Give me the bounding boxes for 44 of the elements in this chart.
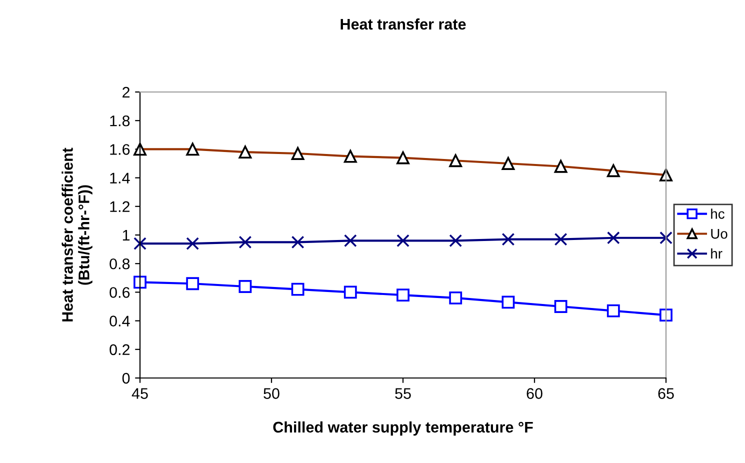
y-tick-label: 0.4 bbox=[110, 316, 130, 326]
point bbox=[606, 304, 620, 318]
point bbox=[238, 236, 252, 249]
point bbox=[134, 276, 146, 289]
x-axis-title: Chilled water supply temperature °F bbox=[273, 421, 533, 436]
point bbox=[186, 237, 200, 250]
point bbox=[502, 232, 515, 246]
point bbox=[660, 231, 672, 244]
point bbox=[238, 280, 252, 293]
point bbox=[291, 236, 304, 249]
y-tick-label: 1.8 bbox=[110, 115, 130, 126]
point bbox=[606, 231, 620, 244]
y-tick-label: 0.8 bbox=[110, 258, 130, 270]
y-tick-label: 1.6 bbox=[110, 144, 130, 155]
point bbox=[554, 232, 568, 246]
legend-label: Uo bbox=[711, 229, 728, 239]
point bbox=[396, 234, 410, 248]
y-tick-label: 0.6 bbox=[110, 287, 130, 298]
y-tick-label: 1.2 bbox=[110, 201, 130, 212]
point bbox=[396, 288, 410, 302]
legend-label: hc bbox=[711, 208, 724, 219]
y-tick-label: 1 bbox=[122, 230, 130, 241]
point bbox=[449, 234, 462, 248]
legend-label: hr bbox=[711, 248, 722, 258]
point bbox=[344, 286, 357, 299]
point bbox=[554, 300, 568, 313]
x-tick-label: 50 bbox=[264, 388, 280, 399]
point bbox=[449, 291, 462, 304]
point bbox=[660, 308, 672, 322]
y-axis-title: Heat transfer coefficient (Btu/(ft-hr-°F)) bbox=[62, 148, 92, 322]
y-tick-label: 0 bbox=[122, 372, 130, 384]
point bbox=[134, 237, 146, 250]
x-tick-label: 60 bbox=[526, 388, 542, 399]
x-tick-label: 55 bbox=[395, 388, 411, 399]
chart-title: Heat transfer rate bbox=[340, 18, 466, 30]
y-tick-label: 2 bbox=[122, 86, 130, 98]
y-tick-label: 0.2 bbox=[110, 344, 130, 356]
point bbox=[344, 234, 357, 248]
y-tick-label: 1.4 bbox=[110, 172, 130, 184]
point bbox=[186, 277, 200, 290]
point bbox=[502, 296, 515, 309]
point bbox=[291, 282, 304, 296]
x-tick-label: 65 bbox=[658, 388, 674, 399]
x-tick-label: 45 bbox=[132, 388, 148, 399]
